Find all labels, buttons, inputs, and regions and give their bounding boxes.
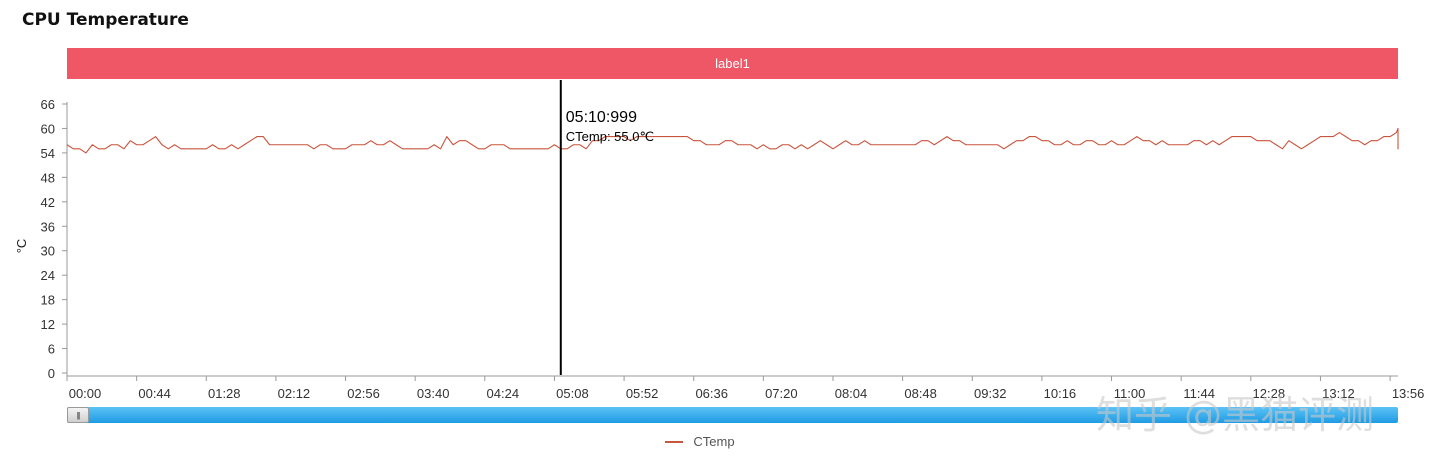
x-tick-label: 02:56 bbox=[347, 386, 380, 401]
crosshair-group: 05:10:999 CTemp: 55.0℃ bbox=[559, 80, 654, 375]
y-tick-label: 30 bbox=[41, 244, 55, 259]
x-tick-label: 02:12 bbox=[278, 386, 311, 401]
y-tick-label: 12 bbox=[41, 317, 55, 332]
x-tick-label: 10:16 bbox=[1044, 386, 1077, 401]
y-tick-label: 24 bbox=[41, 268, 55, 283]
tooltip-value: CTemp: 55.0℃ bbox=[566, 129, 654, 144]
x-tick-label: 00:00 bbox=[69, 386, 102, 401]
x-tick-label: 13:56 bbox=[1392, 386, 1425, 401]
y-axis-title: °C bbox=[14, 239, 29, 254]
tooltip-time: 05:10:999 bbox=[566, 109, 637, 126]
y-tick-label: 18 bbox=[41, 293, 55, 308]
x-tick-label: 04:24 bbox=[487, 386, 520, 401]
legend: CTemp bbox=[0, 434, 1440, 449]
time-range-scrollbar[interactable]: ||| bbox=[67, 407, 1398, 423]
x-tick-label: 00:44 bbox=[138, 386, 171, 401]
label-bar-text: label1 bbox=[715, 56, 750, 71]
y-tick-label: 60 bbox=[41, 121, 55, 136]
legend-item-ctemp[interactable]: CTemp bbox=[665, 434, 735, 449]
series-group bbox=[66, 127, 1399, 154]
x-tick-label: 01:28 bbox=[208, 386, 241, 401]
y-tick-label: 54 bbox=[41, 146, 55, 161]
x-tick-label: 08:48 bbox=[904, 386, 937, 401]
y-tick-label: 0 bbox=[48, 366, 55, 381]
y-tick-label: 6 bbox=[48, 342, 55, 357]
page-title: CPU Temperature bbox=[22, 10, 189, 30]
series-line-ctemp bbox=[66, 127, 1399, 154]
y-tick-label: 42 bbox=[41, 195, 55, 210]
y-tick-label: 48 bbox=[41, 170, 55, 185]
x-tick-label: 09:32 bbox=[974, 386, 1007, 401]
grip-icon: ||| bbox=[76, 410, 80, 420]
x-tick-label: 06:36 bbox=[695, 386, 728, 401]
x-tick-label: 11:44 bbox=[1183, 386, 1215, 401]
x-tick-label: 05:08 bbox=[556, 386, 589, 401]
label-bar: label1 bbox=[67, 48, 1398, 79]
x-axis: 00:00 00:44 01:28 02:12 02:56 03:40 04:24 05:08… bbox=[66, 375, 1425, 401]
legend-swatch bbox=[665, 440, 684, 443]
x-tick-label: 03:40 bbox=[417, 386, 450, 401]
x-tick-label: 08:04 bbox=[835, 386, 868, 401]
x-tick-label: 11:00 bbox=[1114, 386, 1146, 401]
y-tick-label: 66 bbox=[41, 97, 55, 112]
scrollbar-handle[interactable]: ||| bbox=[67, 407, 89, 423]
y-axis: 0 6 12 18 24 30 36 42 48 54 60 66 bbox=[41, 97, 68, 381]
x-tick-label: 07:20 bbox=[765, 386, 798, 401]
y-tick-label: 36 bbox=[41, 219, 55, 234]
x-tick-label: 05:52 bbox=[626, 386, 659, 401]
legend-label: CTemp bbox=[693, 434, 735, 449]
x-tick-label: 12:28 bbox=[1253, 386, 1286, 401]
x-tick-label: 13:12 bbox=[1322, 386, 1355, 401]
